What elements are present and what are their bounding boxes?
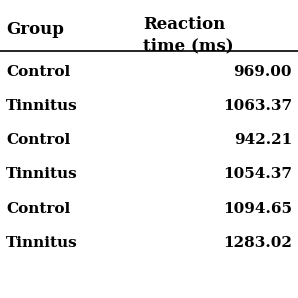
Text: Reaction
time (ms): Reaction time (ms) xyxy=(143,16,234,54)
Text: 969.00: 969.00 xyxy=(234,65,292,78)
Text: Control: Control xyxy=(6,202,70,215)
Text: 942.21: 942.21 xyxy=(234,133,292,147)
Text: Tinnitus: Tinnitus xyxy=(6,236,78,250)
Text: Control: Control xyxy=(6,133,70,147)
Text: Tinnitus: Tinnitus xyxy=(6,99,78,113)
Text: 1063.37: 1063.37 xyxy=(223,99,292,113)
Text: 1283.02: 1283.02 xyxy=(223,236,292,250)
Text: 1054.37: 1054.37 xyxy=(223,167,292,181)
Text: Group: Group xyxy=(6,21,64,38)
Text: Tinnitus: Tinnitus xyxy=(6,167,78,181)
Text: 1094.65: 1094.65 xyxy=(223,202,292,215)
Text: Control: Control xyxy=(6,65,70,78)
